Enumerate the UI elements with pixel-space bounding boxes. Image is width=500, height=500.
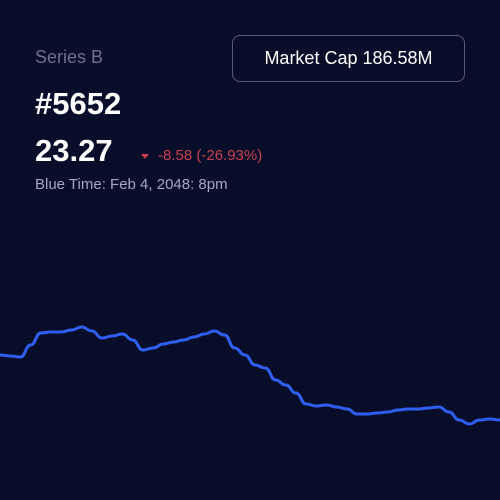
down-arrow-icon	[141, 154, 149, 159]
token-id: #5652	[35, 86, 122, 121]
button-value: 186.58M	[362, 48, 433, 68]
price: 23.27	[35, 133, 113, 168]
market-cap-button[interactable]: Market Cap 186.58M	[232, 35, 465, 82]
button-label: Market Cap	[264, 48, 358, 68]
timestamp: Blue Time: Feb 4, 2048: 8pm	[35, 176, 228, 193]
price-line	[0, 325, 500, 426]
price-change: -8.58 (-26.93%)	[158, 147, 263, 164]
series-label: Series B	[35, 47, 104, 67]
